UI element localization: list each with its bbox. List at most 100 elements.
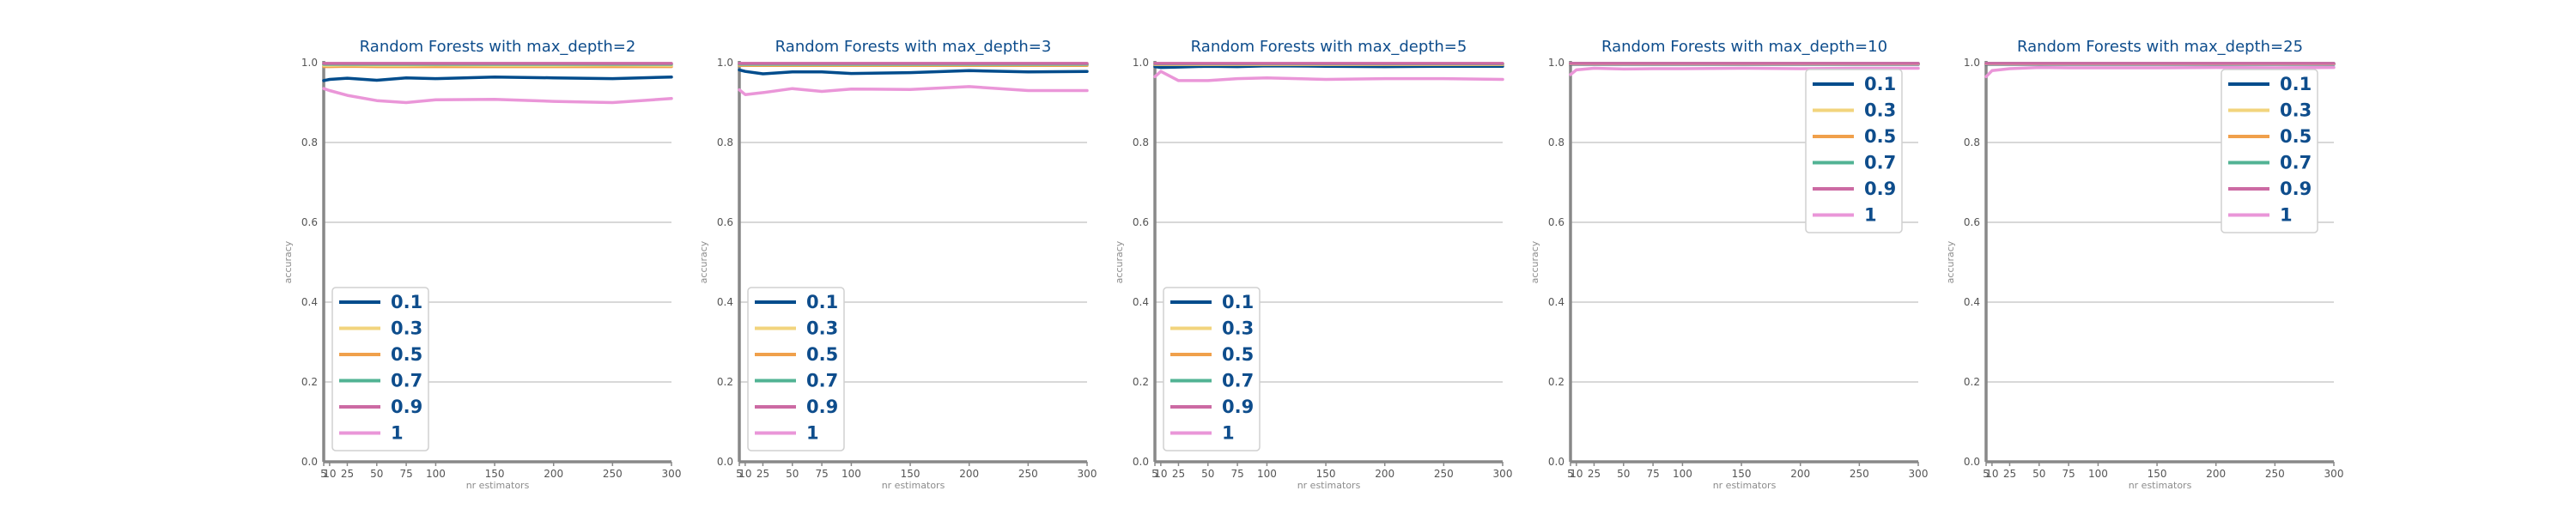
legend-label: 0.7 <box>806 371 838 391</box>
series-line-0_1 <box>322 75 673 82</box>
x-tick-label: 250 <box>603 468 623 480</box>
y-tick-label: 0.6 <box>301 216 318 228</box>
chart-panel-3: Random Forests with max_depth=5 0.0 0.2 0.4… <box>1114 38 1512 491</box>
series-line-1 <box>1569 66 1920 76</box>
legend-label: 1 <box>391 423 404 444</box>
series-line-0_1 <box>738 68 1089 76</box>
legend-label: 1 <box>1864 205 1877 226</box>
x-tick-label: 300 <box>2324 468 2344 480</box>
legend-label: 0.9 <box>1864 179 1896 199</box>
y-tick-label: 0.2 <box>1964 376 1980 388</box>
y-tick-label: 0.4 <box>1548 296 1564 308</box>
y-tick-label: 0.0 <box>1133 456 1149 468</box>
y-tick-label: 0.6 <box>1133 216 1149 228</box>
x-tick-label: 100 <box>1673 468 1692 480</box>
y-tick-label: 0.0 <box>1548 456 1564 468</box>
x-tick-label: 25 <box>2003 468 2016 480</box>
y-tick-label: 0.8 <box>1133 136 1149 148</box>
legend: 0.1 0.3 0.5 0.7 0.9 1 <box>331 287 429 451</box>
chart-title: Random Forests with max_depth=2 <box>360 38 636 56</box>
x-tick-label: 10 <box>1570 468 1583 480</box>
x-tick-label: 100 <box>1257 468 1277 480</box>
legend-label: 0.1 <box>391 292 422 312</box>
legend-label: 1 <box>1222 423 1235 444</box>
y-tick-label: 0.6 <box>1964 216 1980 228</box>
legend-label: 0.3 <box>806 318 838 339</box>
y-tick-label: 1.0 <box>717 57 733 69</box>
x-tick-label: 10 <box>738 468 751 480</box>
x-tick-label: 100 <box>426 468 446 480</box>
chart-title: Random Forests with max_depth=3 <box>775 38 1052 56</box>
series-line-1 <box>738 85 1089 96</box>
chart-title: Random Forests with max_depth=10 <box>1601 38 1887 56</box>
x-tick-label: 250 <box>1434 468 1454 480</box>
x-axis-label: nr estimators <box>1297 480 1361 491</box>
x-tick-label: 300 <box>1493 468 1513 480</box>
x-tick-label: 50 <box>1617 468 1630 480</box>
legend-label: 0.1 <box>1864 74 1896 94</box>
x-tick-label: 5 <box>1567 468 1574 480</box>
x-tick-label: 200 <box>2206 468 2226 480</box>
y-axis-label: accuracy <box>698 240 709 283</box>
x-tick-label: 200 <box>1790 468 1810 480</box>
x-tick-label: 50 <box>1201 468 1214 480</box>
x-tick-label: 250 <box>1850 468 1869 480</box>
y-tick-label: 1.0 <box>1964 57 1980 69</box>
legend-label: 0.5 <box>391 344 422 365</box>
y-tick-label: 0.6 <box>717 216 733 228</box>
x-tick-label: 300 <box>662 468 682 480</box>
legend-label: 0.7 <box>1222 371 1254 391</box>
legend: 0.1 0.3 0.5 0.7 0.9 1 <box>2221 69 2318 233</box>
legend-label: 0.7 <box>1864 153 1896 173</box>
legend: 0.1 0.3 0.5 0.7 0.9 1 <box>1163 287 1261 451</box>
x-tick-label: 100 <box>2088 468 2108 480</box>
x-tick-label: 5 <box>320 468 327 480</box>
legend-label: 0.1 <box>1222 292 1254 312</box>
x-tick-label: 75 <box>2062 468 2075 480</box>
legend-label: 0.1 <box>2280 74 2312 94</box>
series-line-0_1 <box>1153 64 1504 70</box>
y-tick-label: 0.6 <box>1548 216 1564 228</box>
legend: 0.1 0.3 0.5 0.7 0.9 1 <box>1805 69 1903 233</box>
x-tick-label: 150 <box>485 468 505 480</box>
legend-label: 0.3 <box>2280 100 2312 121</box>
legend-label: 0.1 <box>806 292 838 312</box>
y-axis-label: accuracy <box>1114 240 1125 283</box>
x-tick-label: 75 <box>815 468 828 480</box>
legend-label: 1 <box>2280 205 2293 226</box>
x-tick-label: 150 <box>1732 468 1752 480</box>
y-tick-label: 0.0 <box>717 456 733 468</box>
y-tick-label: 1.0 <box>1133 57 1149 69</box>
chart-panel-1: Random Forests with max_depth=2 0.0 0.2 0.4… <box>283 38 681 491</box>
y-axis-label: accuracy <box>1529 240 1540 283</box>
legend-label: 0.3 <box>1222 318 1254 339</box>
x-tick-label: 200 <box>544 468 563 480</box>
x-tick-label: 300 <box>1909 468 1929 480</box>
y-tick-label: 0.4 <box>1964 296 1980 308</box>
chart-panel-5: Random Forests with max_depth=25 0.0 0.2 0.… <box>1945 38 2343 491</box>
legend-label: 0.9 <box>2280 179 2312 199</box>
x-axis-label: nr estimators <box>466 480 530 491</box>
y-tick-label: 0.4 <box>717 296 733 308</box>
x-tick-label: 25 <box>341 468 354 480</box>
x-tick-label: 50 <box>786 468 799 480</box>
series-line-1 <box>1984 65 2336 79</box>
x-tick-label: 75 <box>1646 468 1659 480</box>
series-line-1 <box>322 87 673 105</box>
y-tick-label: 0.8 <box>1548 136 1564 148</box>
x-tick-label: 75 <box>1230 468 1243 480</box>
y-tick-label: 0.0 <box>1964 456 1980 468</box>
x-tick-label: 50 <box>370 468 383 480</box>
x-tick-label: 25 <box>1588 468 1601 480</box>
x-tick-label: 10 <box>1985 468 1998 480</box>
series-line-1 <box>1153 70 1504 82</box>
y-axis-label: accuracy <box>283 240 294 283</box>
y-tick-label: 0.0 <box>301 456 318 468</box>
chart-panel-2: Random Forests with max_depth=3 0.0 0.2 0.4… <box>698 38 1097 491</box>
x-tick-label: 150 <box>1316 468 1336 480</box>
x-tick-label: 200 <box>959 468 979 480</box>
legend-label: 0.5 <box>1222 344 1254 365</box>
legend: 0.1 0.3 0.5 0.7 0.9 1 <box>747 287 845 451</box>
y-tick-label: 0.2 <box>1548 376 1564 388</box>
x-tick-label: 5 <box>1983 468 1990 480</box>
